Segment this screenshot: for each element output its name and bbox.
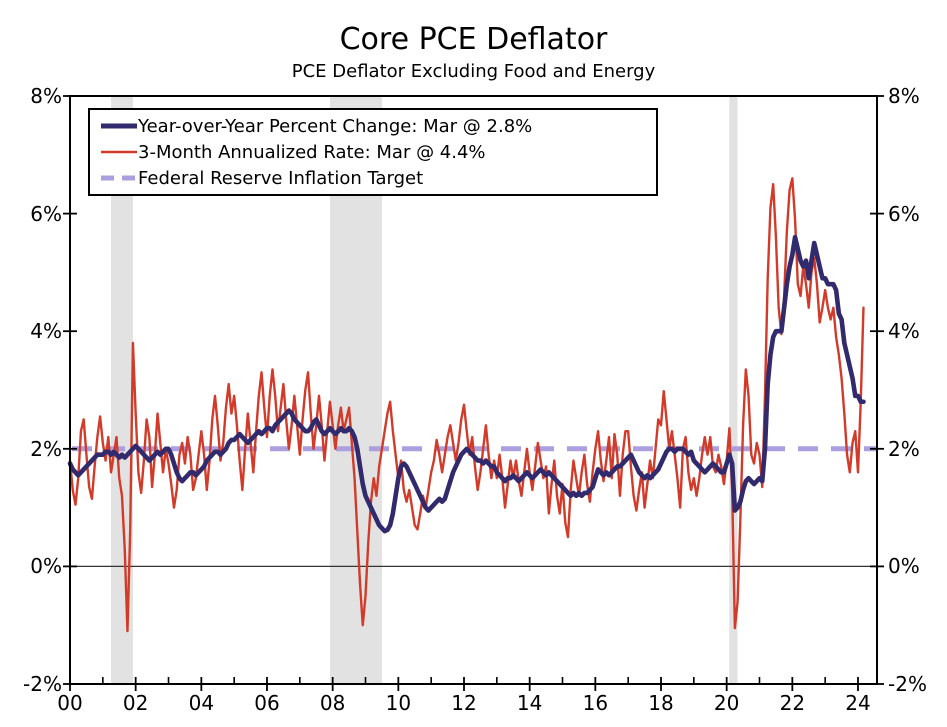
y-axis-label-right: -2%	[888, 672, 927, 696]
x-axis-label: 08	[319, 691, 346, 715]
chart-title: Core PCE Deflator	[339, 22, 608, 57]
y-axis-label-left: 8%	[30, 84, 62, 108]
x-axis-label: 14	[516, 691, 543, 715]
x-axis-label: 20	[713, 691, 740, 715]
recession-band	[111, 97, 134, 683]
x-axis-label: 06	[254, 691, 280, 715]
yoy-line-swatch	[101, 123, 137, 129]
three-month-line	[68, 177, 865, 633]
y-axis-label-right: 4%	[888, 319, 920, 344]
y-axis-label-left: 2%	[30, 436, 62, 461]
yoy-line	[67, 234, 866, 534]
x-axis-label: 12	[451, 691, 477, 715]
x-axis-label: 10	[385, 691, 412, 715]
y-axis-label-left: 6%	[30, 201, 62, 226]
x-axis-label: 18	[648, 691, 674, 715]
legend-item-3mo: 3-Month Annualized Rate: Mar @ 4.4%	[100, 139, 652, 165]
target-line-swatch	[101, 175, 137, 181]
legend-label-yoy: Year-over-Year Percent Change: Mar @ 2.8…	[138, 115, 533, 137]
legend-box: Year-over-Year Percent Change: Mar @ 2.8…	[88, 108, 658, 196]
x-axis-label: 16	[582, 691, 609, 715]
y-axis-label-right: 0%	[888, 554, 920, 579]
y-axis-label-left: -2%	[23, 672, 62, 696]
y-axis-label-right: 2%	[888, 436, 920, 461]
plot-border	[69, 95, 878, 685]
legend-label-3mo: 3-Month Annualized Rate: Mar @ 4.4%	[138, 141, 486, 163]
recession-band	[729, 97, 738, 683]
y-axis-label-left: 0%	[30, 554, 62, 579]
x-axis-label: 24	[845, 691, 871, 715]
x-axis-label: 00	[57, 691, 83, 715]
legend-label-target: Federal Reserve Inflation Target	[138, 167, 424, 189]
y-axis-label-left: 4%	[30, 319, 62, 344]
y-axis-label-right: 8%	[888, 84, 920, 108]
x-axis-label: 04	[188, 691, 215, 715]
legend-item-target: Federal Reserve Inflation Target	[100, 165, 652, 191]
x-axis-label: 22	[779, 691, 806, 715]
y-axis-label-right: 6%	[888, 201, 920, 226]
three-month-line-swatch	[101, 150, 137, 154]
x-axis-label: 02	[122, 691, 149, 715]
legend-item-yoy: Year-over-Year Percent Change: Mar @ 2.8…	[100, 113, 652, 139]
chart-subtitle: PCE Deflator Excluding Food and Energy	[291, 61, 656, 82]
